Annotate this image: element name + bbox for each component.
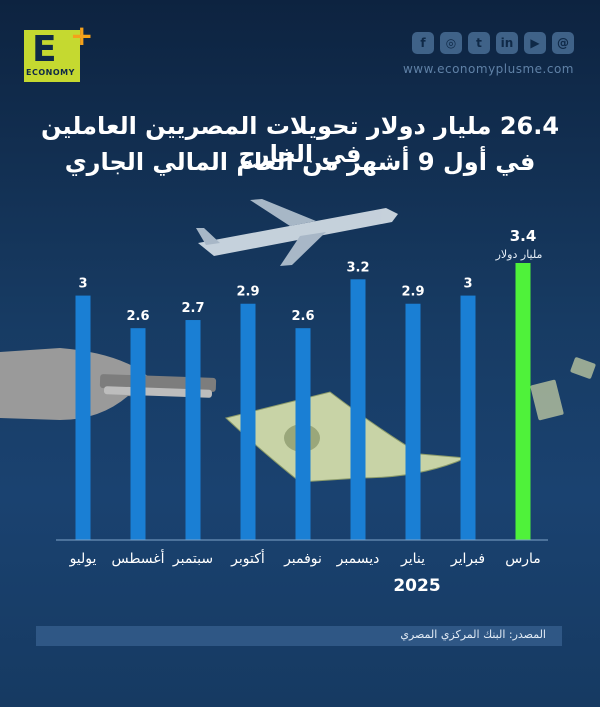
category-label-3: سبتمبر — [172, 551, 213, 567]
instagram-icon[interactable]: ◎ — [440, 32, 462, 54]
website-url[interactable]: www.economyplusme.com — [402, 62, 574, 76]
banknote-icon — [224, 391, 467, 483]
value-label-1: 3 — [78, 277, 87, 292]
flying-banknote-icon — [530, 357, 596, 421]
bar-5 — [295, 328, 311, 540]
category-labels-group: يوليو أغسطس سبتمبر أكتوبر نوفمبر ديسمبر يناير ف… — [69, 549, 541, 567]
category-label-4: أكتوبر — [230, 549, 265, 567]
category-label-7: يناير — [400, 551, 425, 567]
airplane-icon — [196, 199, 398, 266]
social-icons: f ◎ t in ▶ @ — [412, 32, 574, 54]
economy-logo: E + ECONOMY — [24, 22, 93, 84]
category-label-8: فبراير — [450, 551, 485, 567]
bar-2 — [130, 328, 146, 540]
value-label-5: 2.6 — [291, 309, 314, 324]
logo-plus-icon: + — [70, 19, 94, 52]
logo-letter: E — [32, 29, 57, 70]
twitter-icon[interactable]: t — [468, 32, 490, 54]
value-label-4: 2.9 — [236, 285, 259, 300]
value-label-3: 2.7 — [181, 301, 204, 316]
linkedin-icon[interactable]: in — [496, 32, 518, 54]
youtube-icon[interactable]: ▶ — [524, 32, 546, 54]
bar-1 — [75, 295, 91, 540]
bar-7 — [405, 303, 421, 540]
highlight-unit-label: مليار دولار — [495, 248, 543, 261]
facebook-icon[interactable]: f — [412, 32, 434, 54]
source-text: المصدر: البنك المركزي المصري — [400, 628, 546, 641]
bars-group — [75, 263, 531, 540]
category-label-9: مارس — [505, 551, 541, 567]
category-label-6: ديسمبر — [336, 551, 380, 567]
logo-word: ECONOMY — [26, 68, 75, 77]
source-bar: المصدر: البنك المركزي المصري — [36, 626, 562, 646]
value-label-6: 3.2 — [346, 260, 369, 275]
bar-4 — [240, 303, 256, 540]
value-label-9: 3.4 — [510, 227, 537, 245]
logo-box — [24, 30, 80, 82]
hand-with-cash-icon — [0, 348, 217, 420]
category-label-5: نوفمبر — [283, 551, 322, 567]
category-label-1: يوليو — [69, 551, 97, 567]
bar-3 — [185, 320, 201, 540]
bar-9 — [515, 263, 531, 540]
title-line-2: في أول 9 أشهر من العام المالي الجاري — [64, 148, 536, 176]
value-label-7: 2.9 — [401, 285, 424, 300]
title-line-1: 26.4 مليار دولار تحويلات المصريين العامل… — [40, 112, 560, 168]
category-label-2: أغسطس — [111, 549, 164, 567]
bar-8 — [460, 295, 476, 540]
value-label-2: 2.6 — [126, 309, 149, 324]
value-label-8: 3 — [463, 277, 472, 292]
year-label: 2025 — [393, 576, 440, 596]
value-labels-group: 3 2.6 2.7 2.9 2.6 3.2 2.9 3 3.4 — [78, 227, 536, 324]
threads-icon[interactable]: @ — [552, 32, 574, 54]
bar-6 — [350, 279, 366, 540]
